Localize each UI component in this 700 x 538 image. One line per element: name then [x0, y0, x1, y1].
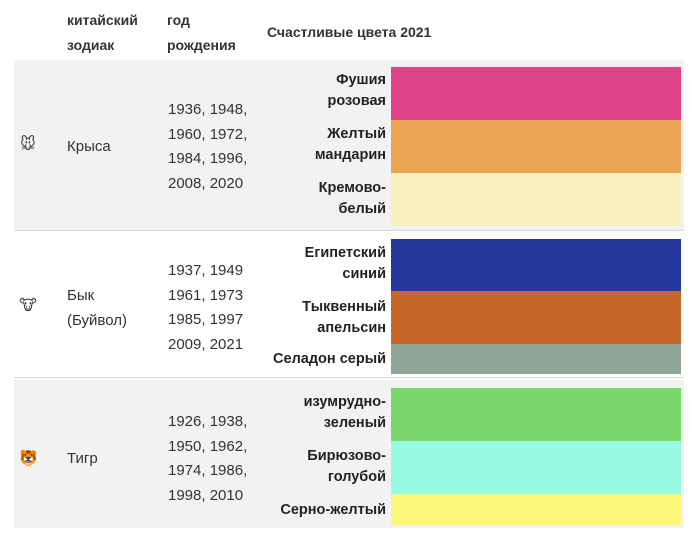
color-swatch-turquoise [391, 441, 681, 494]
zodiac-name: Бык (Буйвол) [67, 287, 127, 329]
color-swatch-emerald [391, 388, 681, 441]
color-swatch-fuchsia [391, 67, 681, 120]
header-zodiac: китайский зодиак [67, 12, 138, 53]
color-label: Фушия розовая [327, 72, 386, 109]
color-label: Тыквенный апельсин [302, 299, 386, 336]
table-row-tiger: 🐯 Тигр 1926, 1938, 1950, 1962, 1974, 198… [14, 380, 684, 528]
ox-icon: 🐮 [19, 297, 37, 314]
birth-years: 1936, 1948, 1960, 1972, 1984, 1996, 2008… [168, 101, 248, 192]
color-label: изумрудно-зеленый [303, 394, 386, 431]
color-swatch-celadon [391, 344, 681, 374]
color-label: Селадон серый [273, 350, 386, 367]
header-lucky-colors: Счастливые цвета 2021 [267, 24, 432, 40]
birth-years: 1926, 1938, 1950, 1962, 1974, 1986, 1998… [168, 413, 248, 504]
birth-years: 1937, 1949 1961, 1973 1985, 1997 2009, 2… [168, 262, 244, 353]
table-row-rat: 🐭 Крыса 1936, 1948, 1960, 1972, 1984, 19… [14, 60, 684, 230]
row-divider [14, 230, 684, 231]
zodiac-name: Крыса [67, 138, 111, 155]
color-label: Серно-желтый [280, 501, 386, 518]
color-swatch-cream [391, 173, 681, 226]
color-label: Желтый мандарин [314, 126, 386, 163]
color-label: Египетский синий [304, 245, 386, 282]
header-birth-year: год рождения [167, 12, 236, 53]
table-row-ox: 🐮 Бык (Буйвол) 1937, 1949 1961, 1973 198… [14, 231, 684, 377]
rat-icon: 🐭 [20, 136, 36, 153]
color-label: Кремово-белый [318, 180, 386, 217]
row-divider [14, 377, 684, 378]
color-label: Бирюзово-голубой [307, 448, 386, 485]
zodiac-name: Тигр [67, 450, 98, 467]
color-swatch-sulfur-yellow [391, 494, 681, 525]
color-swatch-pumpkin [391, 291, 681, 344]
color-swatch-egyptian-blue [391, 239, 681, 291]
tiger-icon: 🐯 [19, 450, 38, 467]
color-swatch-mandarin [391, 120, 681, 173]
